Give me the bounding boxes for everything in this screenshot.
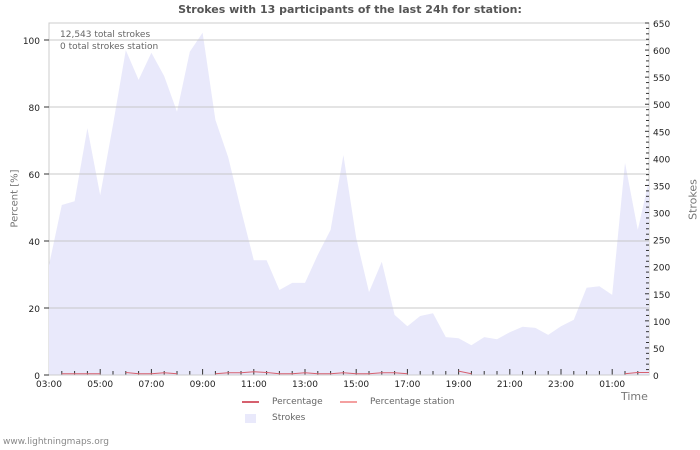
legend-item-percentage: Percentage	[242, 397, 323, 407]
svg-text:250: 250	[653, 237, 670, 247]
svg-text:350: 350	[653, 182, 670, 192]
svg-text:600: 600	[653, 47, 670, 57]
total-strokes-station-annotation: 0 total strokes station	[60, 42, 159, 52]
svg-text:20: 20	[29, 305, 41, 315]
footer-credit: www.lightningmaps.org	[3, 437, 109, 447]
svg-text:23:00: 23:00	[548, 380, 574, 390]
chart-title: Strokes with 13 participants of the last…	[178, 3, 522, 16]
svg-text:21:00: 21:00	[497, 380, 523, 390]
svg-text:11:00: 11:00	[241, 380, 267, 390]
svg-text:13:00: 13:00	[292, 380, 318, 390]
svg-text:500: 500	[653, 101, 670, 111]
svg-text:50: 50	[653, 345, 665, 355]
svg-text:0: 0	[34, 372, 40, 382]
svg-text:15:00: 15:00	[343, 380, 369, 390]
svg-text:05:00: 05:00	[87, 380, 113, 390]
svg-text:200: 200	[653, 264, 670, 274]
strokes-swatch-icon	[245, 413, 256, 423]
svg-text:17:00: 17:00	[394, 380, 420, 390]
svg-text:19:00: 19:00	[446, 380, 472, 390]
svg-text:550: 550	[653, 74, 670, 84]
svg-text:80: 80	[29, 104, 41, 114]
total-strokes-annotation: 12,543 total strokes	[60, 30, 151, 40]
svg-text:40: 40	[29, 238, 41, 248]
svg-text:150: 150	[653, 291, 670, 301]
svg-text:60: 60	[29, 171, 41, 181]
left-axis-title: Percent [%]	[9, 169, 21, 228]
legend-label-strokes: Strokes	[272, 413, 306, 423]
legend-label-percentage-station: Percentage station	[370, 397, 455, 407]
svg-text:07:00: 07:00	[138, 380, 164, 390]
svg-text:0: 0	[653, 372, 659, 382]
legend-label-percentage: Percentage	[272, 397, 323, 407]
percentage-swatch-icon	[242, 401, 259, 403]
legend-item-strokes: Strokes	[242, 413, 305, 423]
percentage-station-swatch-icon	[340, 401, 357, 403]
svg-text:100: 100	[653, 318, 670, 328]
right-axis-title: Strokes	[686, 179, 700, 220]
svg-text:300: 300	[653, 210, 670, 220]
legend-item-percentage-station: Percentage station	[340, 397, 454, 407]
svg-text:09:00: 09:00	[190, 380, 216, 390]
svg-text:01:00: 01:00	[599, 380, 625, 390]
svg-text:03:00: 03:00	[36, 380, 62, 390]
svg-text:100: 100	[23, 37, 40, 47]
svg-text:450: 450	[653, 128, 670, 138]
x-axis-title: Time	[621, 390, 648, 403]
svg-text:650: 650	[653, 20, 670, 30]
svg-text:400: 400	[653, 155, 670, 165]
